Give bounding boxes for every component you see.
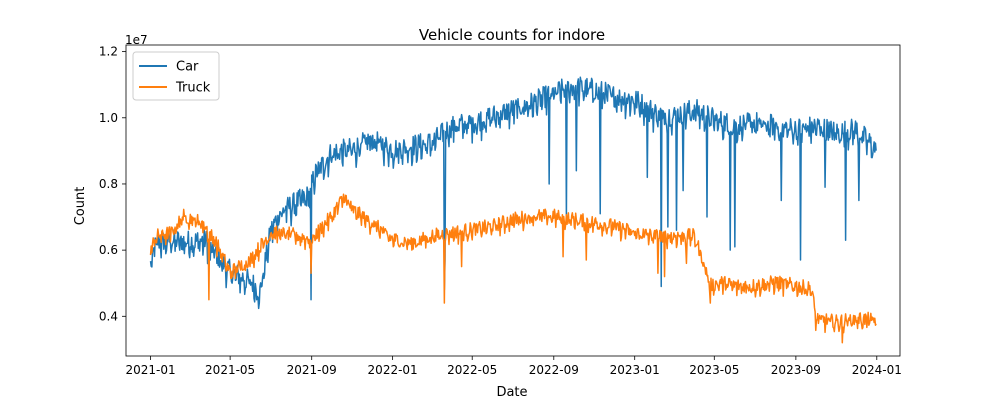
series-layer — [149, 76, 877, 344]
y-tick-label: 0.8 — [99, 177, 118, 191]
x-tick-label: 2022-01 — [368, 363, 418, 377]
x-tick-label: 2021-05 — [205, 363, 255, 377]
legend-label-truck: Truck — [175, 81, 211, 96]
chart-title: Vehicle counts for indore — [419, 26, 605, 44]
y-axis-scale-note: 1e7 — [125, 33, 148, 47]
y-tick-label: 0.6 — [99, 243, 118, 257]
series-line-truck — [149, 193, 877, 344]
axes-layer: 2021-01 2021-05 2021-09 2022-01 2022-05 2022-… — [99, 44, 902, 377]
plot-frame — [125, 44, 901, 357]
x-axis-label: Date — [496, 385, 527, 400]
x-tick-label: 2022-09 — [529, 363, 579, 377]
legend: Car Truck — [132, 51, 220, 101]
y-tick-label: 1.2 — [99, 45, 118, 59]
y-tick-label: 0.4 — [99, 309, 118, 323]
y-tick-label: 1.0 — [99, 111, 118, 125]
y-axis-label: Count — [73, 187, 88, 226]
x-tick-label: 2023-09 — [771, 363, 821, 377]
x-tick-label: 2022-05 — [447, 363, 497, 377]
x-tick-label: 2021-09 — [287, 363, 337, 377]
series-line-car — [149, 76, 877, 310]
x-tick-label: 2023-01 — [610, 363, 660, 377]
x-tick-label: 2021-01 — [125, 363, 175, 377]
x-tick-label: 2024-01 — [852, 363, 902, 377]
x-tick-label: 2023-05 — [689, 363, 739, 377]
legend-label-car: Car — [176, 60, 199, 75]
